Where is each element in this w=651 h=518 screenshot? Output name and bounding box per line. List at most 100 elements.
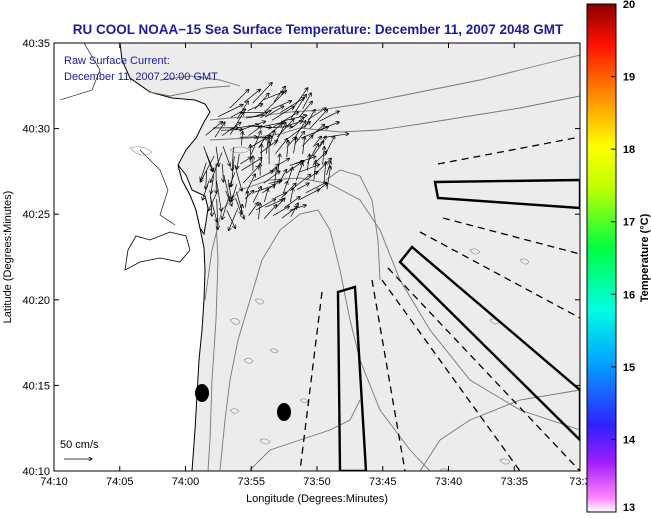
current-vector	[312, 141, 324, 157]
current-vector	[275, 139, 287, 155]
current-vector	[295, 163, 303, 181]
current-vector	[205, 152, 213, 171]
colorbar-tick-label: 15	[623, 362, 635, 374]
current-vector	[237, 153, 240, 169]
current-vector	[216, 180, 221, 211]
x-tick-label: 73:45	[369, 476, 397, 488]
x-axis-label: Longitude (Degrees:Minutes)	[246, 493, 388, 505]
current-vector	[302, 135, 313, 147]
current-vector	[287, 140, 289, 158]
y-tick-label: 40:35	[22, 38, 50, 50]
current-vector	[299, 189, 320, 200]
dashed-boundaries	[299, 136, 580, 471]
current-vector	[222, 199, 229, 219]
current-vector	[295, 156, 315, 164]
current-vector	[231, 156, 235, 186]
current-vector	[234, 164, 242, 191]
current-vector	[271, 106, 294, 121]
current-vector	[206, 170, 207, 189]
current-vector	[279, 169, 287, 182]
x-tick-label: 74:05	[106, 476, 134, 488]
current-vector	[230, 109, 246, 118]
current-vector	[296, 183, 309, 190]
x-tick-label: 73:35	[500, 476, 528, 488]
current-vector	[252, 83, 273, 104]
current-vector	[323, 134, 349, 138]
dump-site-marker	[277, 403, 291, 421]
x-tick-label: 73:40	[435, 476, 463, 488]
current-vector	[277, 158, 289, 166]
current-vector	[218, 105, 243, 117]
current-vector	[226, 210, 236, 228]
current-vector	[222, 163, 223, 182]
current-vector	[232, 147, 233, 170]
current-vector	[264, 188, 268, 202]
current-vector	[303, 137, 305, 155]
current-vector	[289, 188, 293, 203]
current-vector	[265, 137, 268, 154]
current-vector	[252, 187, 261, 203]
current-vector	[273, 168, 276, 189]
current-vector	[294, 131, 305, 145]
current-vector	[241, 204, 243, 217]
current-vector	[295, 121, 306, 137]
current-vector	[299, 164, 319, 173]
current-vector	[324, 162, 326, 183]
colorbar	[586, 3, 617, 513]
current-vector	[245, 174, 256, 194]
current-vector	[229, 89, 249, 109]
current-vector	[201, 162, 207, 181]
current-vector	[225, 190, 232, 206]
y-tick-label: 40:25	[22, 209, 50, 221]
colorbar-tick-label: 19	[623, 72, 635, 84]
colorbar-tick-label: 17	[623, 217, 635, 229]
chart-title: RU COOL NOAA−15 Sea Surface Temperature:…	[73, 22, 564, 37]
sandy-hook	[177, 164, 209, 236]
current-vector	[280, 183, 296, 199]
current-vector	[247, 104, 263, 112]
x-axis: 74:10 74:05 74:00 73:55 73:50 73:45 73:40 73:35…	[40, 43, 591, 488]
colorbar-tick-label: 14	[623, 434, 636, 446]
x-tick-label: 74:00	[172, 476, 200, 488]
current-vector	[236, 101, 248, 120]
current-vector	[274, 192, 287, 199]
restricted-zone-diagonal	[398, 245, 580, 442]
current-vector	[306, 154, 309, 171]
annotation-line-2: December 11, 2007 20:00 GMT	[64, 71, 218, 83]
dump-site-marker	[195, 384, 209, 402]
current-vector	[290, 203, 298, 217]
y-tick-label: 40:20	[22, 295, 50, 307]
current-vector	[265, 200, 283, 208]
current-vector	[262, 181, 280, 194]
restricted-zone-east	[433, 178, 580, 210]
bathymetry-contours	[149, 54, 580, 471]
current-vector	[241, 158, 262, 171]
current-vector	[312, 136, 321, 148]
y-axis: 40:35 40:30 40:25 40:20 40:15 40:10	[22, 38, 580, 478]
current-vector	[215, 146, 219, 167]
surface-current-vectors	[200, 83, 348, 231]
current-vector	[302, 93, 312, 109]
current-vector	[313, 160, 316, 181]
current-vector	[227, 179, 231, 199]
map-content	[54, 43, 580, 471]
current-vector	[265, 91, 287, 112]
current-vector	[229, 112, 244, 135]
current-vector	[202, 180, 210, 200]
x-tick-label: 74:10	[40, 476, 68, 488]
restricted-zone-south	[336, 285, 368, 471]
current-vector	[290, 94, 306, 119]
current-vector	[214, 122, 225, 138]
current-vector	[299, 101, 312, 118]
current-vector	[305, 182, 327, 194]
current-vector	[248, 126, 262, 136]
current-vector	[248, 203, 258, 216]
current-vector	[250, 131, 261, 155]
current-vector	[272, 206, 289, 217]
current-vector	[258, 203, 260, 220]
current-vector	[208, 189, 219, 210]
bay-outline	[124, 231, 191, 271]
x-tick-label: 73:55	[237, 476, 265, 488]
scale-label: 50 cm/s	[60, 439, 99, 451]
